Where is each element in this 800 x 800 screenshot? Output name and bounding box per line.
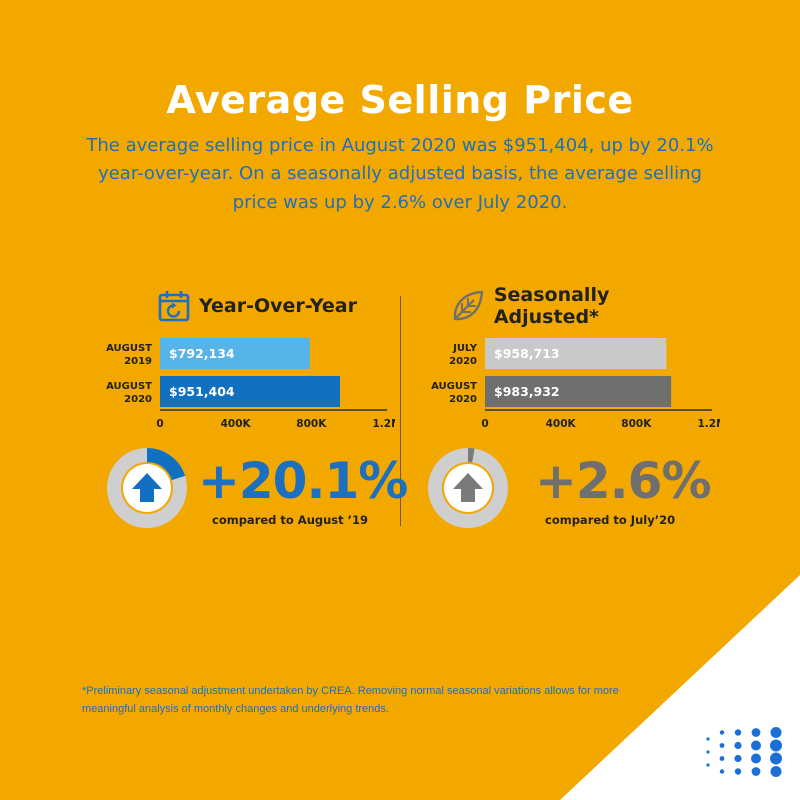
leaf-icon <box>453 290 484 321</box>
footnote: *Preliminary seasonal adjustment underta… <box>82 685 619 716</box>
yoy-change-donut <box>107 448 187 528</box>
category-label: JULY <box>452 343 478 354</box>
brand-dot <box>706 750 710 754</box>
yoy-panel: Year-Over-Year $792,134 AUGUST 2019 $951,40… <box>95 286 395 536</box>
yoy-compare-caption: compared to August ’19 <box>212 513 369 527</box>
bar-value-label: $958,713 <box>494 346 560 361</box>
seasonal-bar-chart: $958,713 JULY 2020 $983,932 AUGUST 2020 0 400K 8… <box>431 338 720 430</box>
seasonal-change-donut <box>428 448 508 528</box>
x-tick-label: 1.2M <box>372 418 395 430</box>
seasonal-panel: Seasonally Adjusted* $958,713 JULY 2020 $98… <box>420 284 720 536</box>
seasonal-compare-caption: compared to July’20 <box>545 513 676 527</box>
brand-dot <box>706 763 710 767</box>
yoy-header: Year-Over-Year <box>157 286 357 326</box>
bar-value-label: $951,404 <box>169 384 235 399</box>
x-tick-label: 0 <box>156 418 163 430</box>
donut-fill-arc <box>146 448 186 481</box>
bar <box>485 338 667 369</box>
seasonal-change-percent: +2.6% <box>535 452 712 510</box>
up-arrow-icon <box>453 473 483 502</box>
category-label: AUGUST <box>106 343 152 354</box>
category-label: AUGUST <box>431 381 477 392</box>
panel-divider <box>400 296 401 526</box>
bar <box>160 338 310 369</box>
x-tick-label: 400K <box>221 418 252 430</box>
bar-value-label: $983,932 <box>494 384 560 399</box>
bar <box>485 376 672 407</box>
category-label: 2019 <box>124 356 152 367</box>
brand-dot <box>719 743 725 748</box>
x-tick-label: 400K <box>546 418 577 430</box>
bar-value-label: $792,134 <box>169 346 235 361</box>
brand-dot <box>719 730 725 735</box>
brand-dot <box>734 741 742 750</box>
x-tick-label: 800K <box>621 418 652 430</box>
category-label: 2020 <box>449 356 477 367</box>
bar <box>160 376 340 407</box>
seasonal-title: Seasonally Adjusted* <box>493 284 610 328</box>
brand-dot <box>751 728 761 737</box>
brand-dot <box>719 756 725 761</box>
brand-dot <box>751 740 761 751</box>
page-subtitle: The average selling price in August 2020… <box>86 135 714 213</box>
dot-pattern-logo <box>706 727 782 777</box>
brand-dot <box>719 769 725 774</box>
brand-dot <box>706 737 710 741</box>
page-title: Average Selling Price <box>166 78 634 122</box>
category-label: AUGUST <box>106 381 152 392</box>
x-tick-label: 800K <box>296 418 327 430</box>
brand-dot <box>770 739 782 752</box>
category-label: 2020 <box>449 394 477 405</box>
brand-dot <box>770 727 782 738</box>
yoy-title: Year-Over-Year <box>199 295 357 317</box>
brand-dot <box>734 729 742 736</box>
seasonal-header: Seasonally Adjusted* <box>450 284 720 328</box>
brand-dot <box>734 754 742 763</box>
brand-dot <box>734 768 742 775</box>
x-tick-label: 0 <box>481 418 488 430</box>
brand-dot <box>770 752 782 765</box>
yoy-bar-chart: $792,134 AUGUST 2019 $951,404 AUGUST 2020 0 400… <box>106 338 395 430</box>
brand-dot <box>751 753 761 764</box>
calendar-icon <box>158 291 190 322</box>
brand-dot <box>751 767 761 776</box>
category-label: 2020 <box>124 394 152 405</box>
x-tick-label: 1.2M <box>697 418 720 430</box>
up-arrow-icon <box>132 473 162 502</box>
brand-dot <box>770 766 782 777</box>
yoy-change-percent: +20.1% <box>198 452 408 510</box>
